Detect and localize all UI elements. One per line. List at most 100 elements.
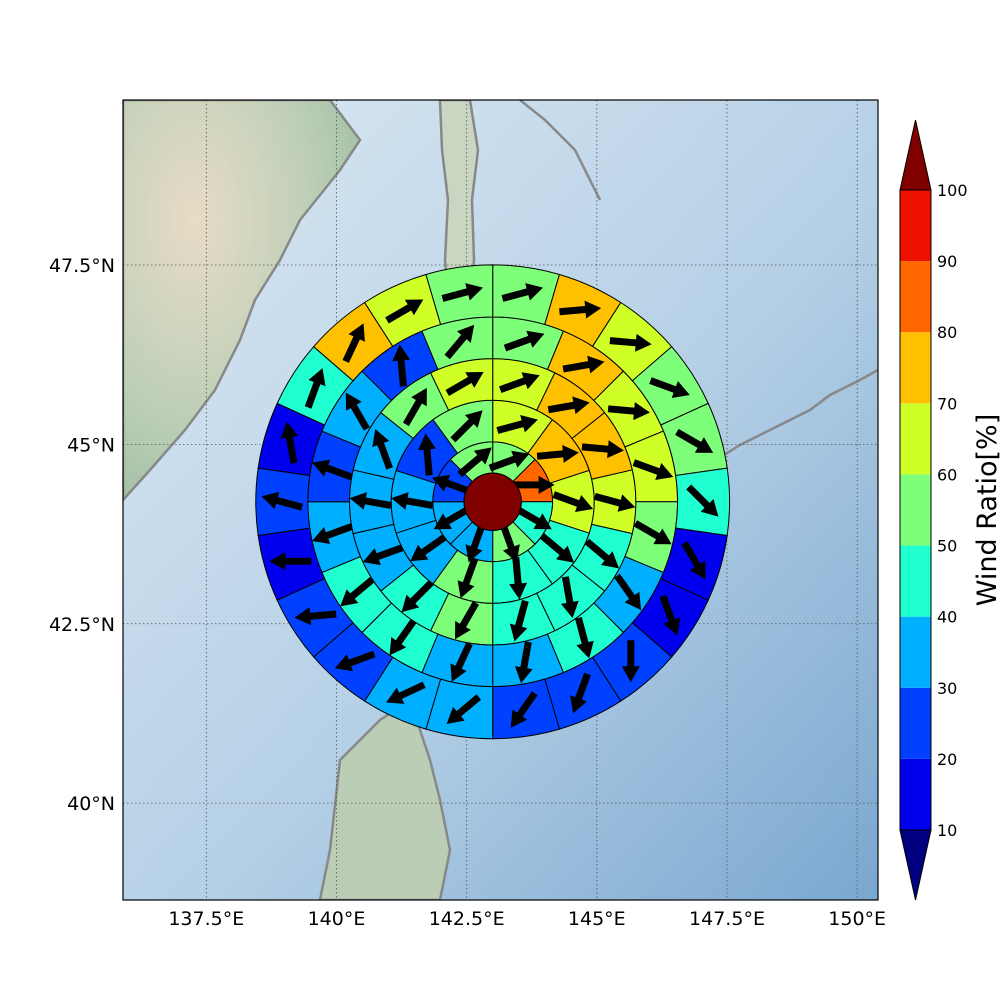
colorbar-bin bbox=[900, 261, 931, 333]
colorbar-tick-label: 60 bbox=[937, 465, 957, 484]
wind-arrow bbox=[418, 433, 436, 476]
colorbar-bins bbox=[899, 189, 932, 831]
wind-arrow bbox=[386, 681, 426, 704]
wind-arrow bbox=[450, 410, 483, 443]
wind-arrow bbox=[465, 521, 487, 563]
wind-arrow bbox=[509, 557, 527, 600]
wind-arrow bbox=[686, 484, 719, 517]
wind-arrow bbox=[659, 594, 681, 636]
wind-arrow bbox=[593, 493, 636, 512]
wind-arrow bbox=[488, 450, 530, 472]
wind-arrow bbox=[392, 344, 411, 387]
wind-arrow bbox=[345, 392, 370, 431]
wind-arrow bbox=[441, 283, 483, 302]
wind-arrow bbox=[607, 402, 650, 421]
wind-arrow bbox=[269, 552, 312, 571]
wind-arrow bbox=[633, 520, 672, 545]
wind-arrow bbox=[496, 415, 538, 434]
x-axis-tick-labels: 137.5°E 140°E 142.5°E 145°E 147.5°E 150°… bbox=[168, 908, 886, 930]
wind-arrow bbox=[501, 283, 543, 302]
wind-arrow bbox=[385, 299, 424, 324]
x-tick-label: 150°E bbox=[828, 908, 886, 930]
wind-direction-arrows bbox=[261, 283, 719, 728]
wind-arrow bbox=[503, 330, 545, 352]
colorbar-tick-label: 100 bbox=[937, 181, 968, 200]
wind-arrow bbox=[536, 445, 579, 463]
wind-arrow bbox=[445, 372, 484, 396]
wind-arrow bbox=[609, 333, 652, 352]
wind-arrow bbox=[515, 641, 533, 684]
wind-arrow bbox=[681, 541, 706, 580]
wind-arrow bbox=[410, 534, 447, 562]
wind-arrow bbox=[432, 474, 473, 496]
wind-arrow bbox=[457, 447, 492, 478]
wind-arrow bbox=[280, 421, 299, 464]
colorbar-bin bbox=[900, 545, 931, 617]
colorbar-bin bbox=[900, 474, 931, 546]
colorbar-tick-label: 30 bbox=[937, 679, 957, 698]
colorbar-tick-label: 90 bbox=[937, 252, 957, 271]
wind-arrow bbox=[570, 672, 591, 714]
colorbar-title: Wind Ratio[%] bbox=[972, 414, 1000, 606]
wind-arrow bbox=[312, 523, 353, 544]
wind-arrow bbox=[334, 650, 376, 672]
y-tick-label: 40°N bbox=[67, 793, 115, 815]
wind-arrow bbox=[402, 387, 427, 427]
wind-arrow bbox=[562, 355, 605, 374]
wind-arrow bbox=[457, 557, 479, 599]
colorbar-over-arrow bbox=[899, 119, 932, 191]
wind-arrow bbox=[455, 601, 479, 640]
wind-arrow bbox=[312, 459, 353, 481]
wind-arrow bbox=[499, 372, 540, 393]
wind-arrow bbox=[261, 491, 303, 511]
colorbar-under-arrow bbox=[899, 829, 932, 901]
colorbar-tick-label: 80 bbox=[937, 323, 957, 342]
wind-arrow bbox=[446, 694, 481, 724]
wind-arrow bbox=[304, 368, 326, 409]
wind-arrow bbox=[444, 324, 475, 360]
wind-arrow bbox=[513, 505, 552, 530]
center-disc bbox=[463, 472, 522, 531]
wind-arrow bbox=[552, 491, 594, 512]
wind-arrow bbox=[391, 492, 434, 510]
wind-arrow bbox=[349, 492, 392, 510]
colorbar-bin bbox=[900, 403, 931, 475]
colorbar-tick-label: 20 bbox=[937, 750, 957, 769]
wind-arrow bbox=[561, 576, 579, 619]
wind-arrow bbox=[362, 544, 404, 566]
colorbar-bin bbox=[900, 190, 931, 262]
y-tick-label: 42.5°N bbox=[49, 614, 115, 636]
wind-arrow bbox=[675, 428, 714, 453]
wind-arrow bbox=[621, 640, 640, 683]
wind-arrow bbox=[584, 538, 619, 569]
wind-arrow bbox=[632, 459, 674, 480]
colorbar-tick-label: 70 bbox=[937, 394, 957, 413]
wind-arrow bbox=[372, 429, 393, 470]
y-tick-label: 47.5°N bbox=[49, 255, 115, 277]
wind-arrow bbox=[389, 619, 417, 656]
wind-arrow bbox=[433, 505, 472, 530]
colorbar: 10 20 30 40 50 60 70 80 90 100 Wind Rati… bbox=[899, 119, 1000, 901]
x-tick-label: 140°E bbox=[308, 908, 366, 930]
x-tick-label: 147.5°E bbox=[689, 908, 765, 930]
wind-arrow bbox=[509, 599, 529, 642]
colorbar-bin bbox=[900, 616, 931, 688]
wind-arrow bbox=[294, 607, 337, 626]
wind-arrow bbox=[401, 580, 434, 613]
y-tick-label: 45°N bbox=[67, 434, 115, 456]
colorbar-tick-labels: 10 20 30 40 50 60 70 80 90 100 bbox=[937, 181, 968, 840]
x-tick-label: 142.5°E bbox=[429, 908, 505, 930]
colorbar-bin bbox=[900, 758, 931, 830]
basemap bbox=[123, 100, 878, 900]
x-tick-label: 137.5°E bbox=[168, 908, 244, 930]
wind-arrow bbox=[342, 323, 365, 363]
wind-arrow bbox=[450, 642, 473, 682]
wind-arrow bbox=[547, 396, 590, 415]
wind-arrow bbox=[559, 300, 602, 319]
land-kamchatka-tip bbox=[519, 100, 602, 201]
wind-arrow bbox=[340, 576, 375, 607]
wind-arrow bbox=[512, 475, 555, 494]
wind-arrow bbox=[575, 617, 594, 659]
land-mainland bbox=[123, 100, 362, 502]
